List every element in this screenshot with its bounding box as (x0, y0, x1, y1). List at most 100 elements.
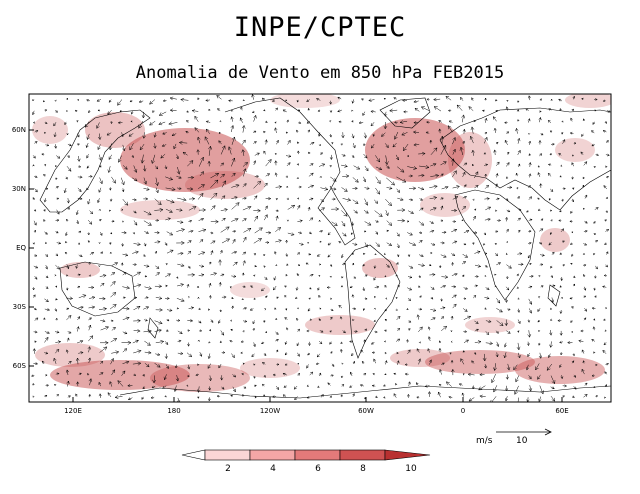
wind-vector (197, 386, 201, 393)
wind-vector (75, 210, 79, 216)
wind-vector (373, 265, 377, 270)
wind-vector (109, 198, 113, 202)
wind-vector (557, 319, 562, 322)
wind-vector (363, 176, 367, 183)
reference-vector-value: 10 (516, 436, 528, 446)
wind-vector (194, 127, 200, 133)
wind-vector (570, 210, 573, 214)
wind-vector (44, 331, 50, 334)
wind-vector (460, 358, 465, 365)
wind-vector (547, 120, 552, 123)
wind-vector (364, 186, 370, 190)
wind-vector (263, 130, 266, 134)
wind-vector (451, 285, 457, 289)
wind-vector (220, 375, 224, 381)
wind-vector (309, 287, 312, 290)
wind-vector (33, 265, 39, 269)
wind-vector (308, 252, 312, 256)
wind-vector (34, 188, 38, 193)
wind-vector (218, 131, 221, 134)
wind-vector (44, 164, 47, 167)
wind-vector (242, 183, 247, 188)
wind-vector (264, 308, 267, 311)
wind-vector (99, 219, 102, 222)
wind-vector (546, 363, 553, 371)
wind-vector (582, 176, 585, 180)
wind-vector (604, 329, 607, 332)
wind-vector (53, 122, 57, 127)
wind-vector (86, 165, 90, 169)
wind-vector (34, 254, 38, 257)
wind-vector (384, 329, 387, 332)
wind-vector (108, 154, 112, 160)
wind-vector (253, 375, 256, 379)
wind-vector (143, 264, 150, 268)
wind-vector (297, 352, 300, 357)
wind-vector (210, 179, 219, 188)
wind-vector (472, 385, 475, 390)
wind-vector (331, 221, 338, 226)
wind-vector (539, 385, 544, 395)
wind-vector (375, 220, 380, 223)
wind-vector (605, 264, 609, 268)
wind-vector (231, 202, 240, 210)
wind-vector (528, 229, 532, 233)
wind-vector (517, 217, 521, 221)
wind-vector (495, 141, 499, 145)
wind-vector (186, 283, 190, 288)
wind-vector (351, 221, 355, 227)
wind-vector (440, 144, 447, 155)
wind-vector (384, 155, 389, 166)
wind-vector (254, 264, 258, 268)
wind-vector (87, 232, 90, 236)
wind-vector (361, 98, 364, 101)
wind-vector (495, 110, 499, 113)
wind-vector (122, 360, 130, 365)
wind-vector (593, 287, 596, 291)
wind-vector (265, 330, 268, 334)
wind-vector (253, 208, 262, 213)
anomaly-shading-area (50, 360, 190, 390)
wind-vector (529, 274, 534, 278)
lat-tick-60n: 60N (12, 126, 26, 134)
wind-vector (185, 131, 189, 134)
wind-vector (142, 132, 146, 139)
wind-vector (177, 220, 184, 224)
wind-vector (78, 372, 82, 376)
wind-vector (601, 285, 607, 289)
wind-vector (438, 128, 442, 134)
wind-vector (32, 110, 35, 116)
wind-vector (567, 340, 573, 345)
wind-vector (118, 155, 122, 163)
wind-vector (375, 176, 381, 185)
wind-vector (133, 271, 142, 277)
wind-vector (452, 136, 456, 145)
wind-vector (240, 340, 244, 343)
wind-vector (395, 297, 398, 300)
wind-vector (253, 130, 257, 134)
wind-vector (396, 328, 401, 331)
wind-vector (518, 262, 524, 266)
wind-vector (538, 139, 542, 145)
wind-vector (352, 360, 356, 364)
wind-vector (363, 252, 366, 256)
wind-vector (66, 264, 70, 270)
wind-vector (582, 118, 586, 122)
wind-vector (397, 284, 400, 288)
wind-vector (242, 319, 248, 323)
wind-vector (440, 241, 445, 245)
wind-vector (451, 158, 455, 166)
wind-vector (386, 242, 393, 246)
wind-vector (56, 241, 62, 245)
wind-vector (472, 242, 475, 246)
wind-vector (130, 111, 134, 115)
wind-vector (253, 384, 257, 388)
wind-vector (320, 199, 325, 202)
wind-vector (121, 340, 132, 345)
wind-vector (284, 341, 288, 346)
wind-vector (319, 240, 322, 243)
wind-vector (341, 164, 348, 168)
wind-vector (227, 99, 233, 103)
wind-vector (395, 382, 398, 386)
wind-vector (340, 394, 343, 398)
